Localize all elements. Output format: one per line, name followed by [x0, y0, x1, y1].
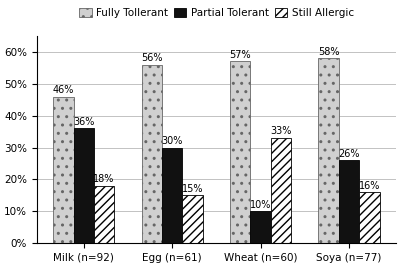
Text: 10%: 10% [250, 200, 271, 210]
Legend: Fully Tollerant, Partial Tolerant, Still Allergic: Fully Tollerant, Partial Tolerant, Still… [75, 4, 358, 22]
Bar [339, 160, 359, 243]
Text: 56%: 56% [141, 53, 162, 63]
Bar [53, 96, 74, 243]
Text: 58%: 58% [318, 47, 340, 57]
Text: 46%: 46% [53, 85, 74, 95]
Bar [162, 147, 182, 243]
Bar [318, 58, 339, 243]
Text: 57%: 57% [230, 50, 251, 60]
Bar [142, 65, 162, 243]
Text: 26%: 26% [338, 149, 360, 159]
Bar [250, 211, 271, 243]
Bar [271, 138, 291, 243]
Text: 16%: 16% [359, 180, 380, 191]
Text: 36%: 36% [73, 117, 94, 127]
Text: 15%: 15% [182, 184, 203, 194]
Bar [74, 128, 94, 243]
Bar [359, 192, 380, 243]
Text: 30%: 30% [162, 136, 183, 146]
Bar [94, 186, 114, 243]
Text: 18%: 18% [93, 174, 115, 184]
Text: 33%: 33% [270, 126, 292, 136]
Bar [182, 195, 203, 243]
Bar [230, 61, 250, 243]
